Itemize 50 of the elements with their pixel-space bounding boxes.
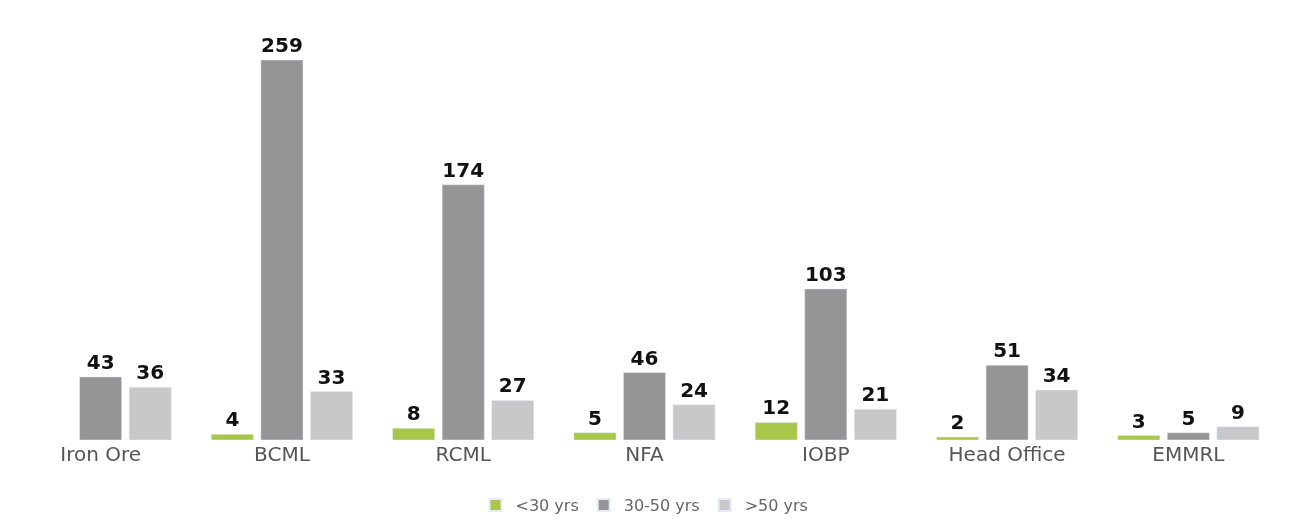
bar [491, 400, 535, 440]
bar [441, 184, 485, 440]
data-label: 5 [1181, 405, 1196, 430]
data-label: 12 [762, 395, 791, 420]
x-tick-label: EMMRL [1152, 442, 1226, 466]
bar [392, 428, 435, 440]
x-tick-label: BCML [254, 442, 311, 466]
data-label: 27 [498, 373, 527, 398]
bar [128, 386, 172, 440]
bar [623, 372, 666, 440]
legend-label: >50 yrs [744, 496, 808, 516]
data-label: 36 [136, 360, 165, 385]
x-tick-label: IOBP [802, 442, 850, 466]
data-label: 2 [950, 410, 965, 435]
bar [1117, 435, 1161, 440]
bar [854, 408, 897, 440]
bar [260, 59, 304, 440]
legend-label: 30-50 yrs [623, 496, 700, 516]
data-label: 9 [1230, 399, 1245, 424]
x-tick-label: Iron Ore [60, 442, 142, 466]
bar [573, 432, 617, 440]
bar [985, 364, 1029, 440]
bar [79, 376, 122, 440]
data-label: 4 [225, 407, 240, 432]
bar [1035, 389, 1078, 440]
bar [672, 404, 716, 440]
data-label: 51 [993, 338, 1021, 363]
data-label: 3 [1131, 408, 1146, 433]
data-label: 46 [630, 345, 659, 370]
bar [211, 433, 254, 440]
bar [310, 391, 353, 440]
bar [804, 288, 848, 440]
data-label: 259 [261, 33, 303, 57]
x-tick-label: Head Office [948, 442, 1066, 466]
bar [1216, 426, 1260, 440]
bar [1167, 432, 1210, 440]
data-label: 5 [587, 405, 602, 430]
data-label: 174 [442, 157, 485, 182]
legend-label: <30 yrs [515, 496, 579, 516]
x-tick-label: NFA [625, 442, 664, 466]
data-label: 43 [86, 349, 115, 374]
x-tick-label: RCML [435, 442, 492, 466]
data-label: 21 [861, 382, 890, 407]
data-label: 24 [680, 377, 708, 402]
data-label: 34 [1042, 363, 1071, 388]
bar [754, 422, 798, 440]
bar [936, 436, 979, 440]
data-label: 8 [406, 401, 421, 426]
data-label: 103 [804, 261, 847, 286]
data-label: 33 [317, 364, 346, 389]
